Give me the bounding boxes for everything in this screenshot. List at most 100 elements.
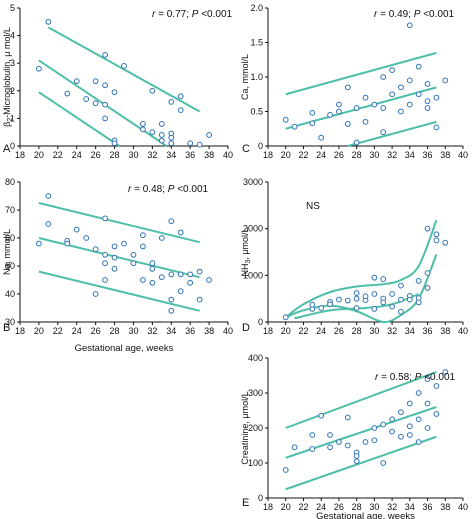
x-tick-label: 22 [53, 150, 63, 160]
data-point [45, 221, 52, 227]
data-point [140, 126, 146, 133]
x-tick-label: 26 [334, 326, 344, 336]
x-tick-label: 28 [352, 326, 362, 336]
data-point [398, 409, 404, 416]
data-point [353, 305, 360, 311]
data-point [187, 140, 194, 147]
data-point [121, 63, 127, 69]
regression-line [285, 435, 437, 491]
data-point [149, 129, 156, 136]
x-tick-label: 28 [352, 150, 362, 160]
data-point [140, 121, 146, 127]
x-tick-label: 24 [316, 150, 326, 160]
y-tick-label: 5 [10, 3, 15, 13]
panel-label: A [3, 143, 11, 155]
data-point [433, 383, 440, 389]
y-axis-label: Creatinine, μmol/L [240, 391, 250, 464]
data-point [398, 308, 404, 315]
data-point [389, 428, 395, 435]
data-point [424, 400, 431, 407]
data-point [282, 314, 289, 321]
data-point [327, 301, 333, 308]
data-point [177, 229, 184, 236]
data-point [102, 101, 108, 108]
data-point [389, 303, 395, 310]
data-point [111, 265, 118, 272]
data-point [168, 140, 175, 147]
data-point [309, 109, 316, 116]
regression-line [347, 120, 437, 147]
data-point [149, 87, 156, 94]
x-tick-label: 22 [298, 326, 308, 336]
data-point [196, 141, 203, 148]
y-axis-label: Ca, mmol/L [240, 54, 250, 100]
data-point [415, 390, 422, 396]
data-point [36, 240, 42, 247]
x-tick-label: 32 [387, 502, 397, 512]
data-point [309, 120, 316, 127]
x-tick-label: 24 [72, 150, 82, 160]
data-point [353, 105, 360, 111]
data-point [336, 439, 342, 445]
data-point [353, 139, 360, 146]
x-tick-label: 34 [405, 502, 415, 512]
data-point [424, 225, 431, 232]
y-axis-label: β2-Microglobulin, μ mol/L [2, 27, 14, 127]
x-tick-label: 38 [204, 150, 214, 160]
data-point [433, 231, 440, 238]
data-point [102, 260, 108, 267]
data-point [424, 270, 431, 276]
data-point [111, 254, 118, 261]
data-point [327, 432, 333, 438]
data-point [415, 91, 422, 98]
y-tick-label: 60 [5, 233, 15, 243]
data-point [149, 279, 156, 286]
data-point [36, 65, 42, 72]
stat-annotation: NS [306, 201, 320, 212]
regression-line [38, 237, 200, 279]
data-point [389, 416, 395, 423]
data-point [415, 278, 422, 284]
x-tick-label: 28 [110, 326, 120, 336]
x-tick-label: 30 [369, 502, 379, 512]
x-tick-label: 34 [405, 326, 415, 336]
data-point [336, 296, 342, 303]
data-point [344, 297, 351, 304]
panel-label: C [242, 143, 250, 155]
x-tick-label: 34 [166, 326, 176, 336]
data-point [362, 439, 369, 445]
data-point [353, 290, 360, 296]
panel-c: 18 20 22 24 26 28 30 32 34 36 38 40 0 0.5 1.0 1.5 2.0 r =… [240, 3, 468, 160]
data-point [309, 432, 316, 438]
data-point [344, 414, 351, 421]
data-point [353, 295, 360, 302]
data-point [398, 108, 404, 115]
data-point [73, 226, 80, 233]
x-tick-label: 26 [91, 150, 101, 160]
data-point [187, 271, 194, 278]
data-point [318, 134, 325, 141]
data-point [168, 271, 175, 278]
x-tick-label: 40 [223, 150, 233, 160]
data-point [424, 81, 431, 87]
x-tick-label: 20 [34, 150, 44, 160]
data-point [380, 74, 387, 80]
data-point [102, 215, 108, 222]
data-point [398, 282, 404, 289]
data-point [362, 94, 369, 101]
data-point [353, 453, 360, 459]
x-tick-label: 38 [440, 326, 450, 336]
data-point [433, 124, 440, 131]
y-tick-label: 2 [10, 86, 15, 96]
x-tick-label: 18 [263, 326, 273, 336]
data-point [424, 285, 431, 291]
data-point [344, 121, 351, 127]
x-tick-label: 32 [147, 150, 157, 160]
regression-line [285, 86, 437, 130]
data-point [102, 115, 108, 122]
data-point [380, 105, 387, 111]
data-point [406, 101, 413, 108]
data-point [327, 444, 333, 451]
data-point [45, 18, 52, 25]
